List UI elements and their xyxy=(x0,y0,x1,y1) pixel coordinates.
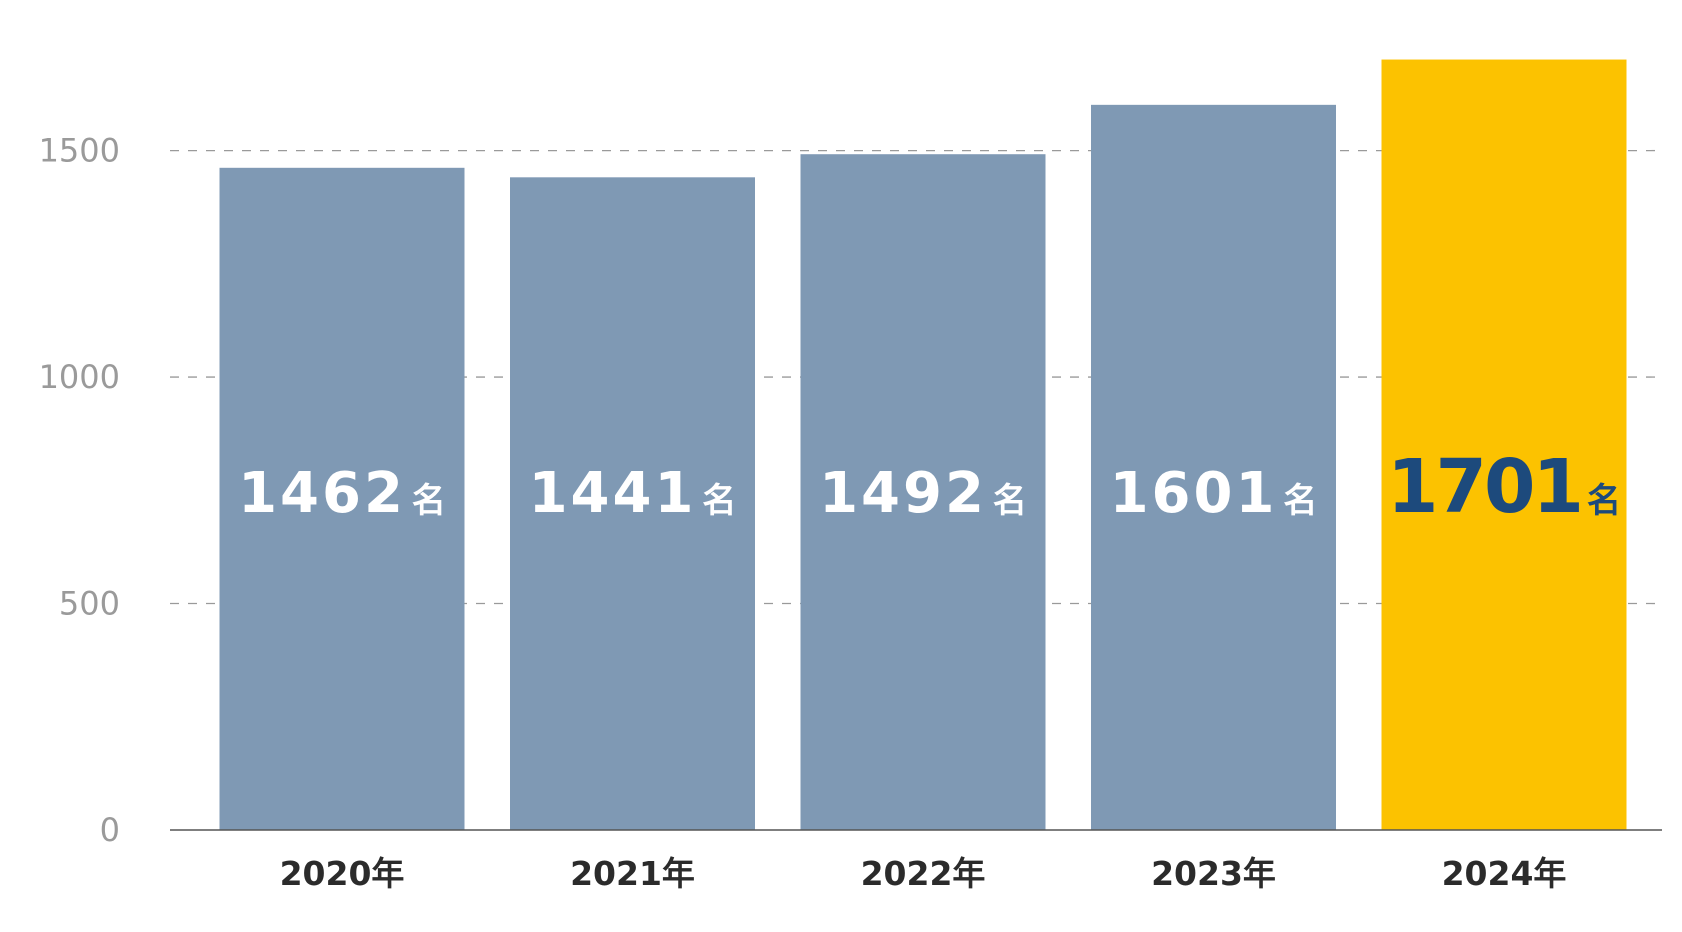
y-tick-label: 1000 xyxy=(39,358,120,396)
bar-2020年 xyxy=(219,167,465,831)
bars-layer xyxy=(219,59,1627,831)
y-tick-label: 500 xyxy=(59,585,120,623)
x-tick-label: 2020年 xyxy=(280,854,405,893)
x-tick-label: 2022年 xyxy=(861,854,986,893)
bar-2024年 xyxy=(1381,59,1627,830)
bar-value-label: 1492 名 xyxy=(819,461,1027,526)
bar-value-label: 1701 名 xyxy=(1387,444,1621,530)
labels-layer: 0 500 1000 1500 1462 名 2020年 1441 名 2021年 1492 名 202… xyxy=(39,132,1621,893)
bar-value-label: 1601 名 xyxy=(1110,461,1318,526)
bar-value-label: 1462 名 xyxy=(238,461,446,526)
x-tick-label: 2023年 xyxy=(1151,854,1276,893)
y-tick-label: 1500 xyxy=(39,132,120,170)
bar-2023年 xyxy=(1091,104,1336,830)
x-tick-label: 2024年 xyxy=(1442,854,1567,893)
bar-2021年 xyxy=(510,177,755,830)
y-tick-label: 0 xyxy=(100,811,120,849)
bar-value-label: 1441 名 xyxy=(529,461,737,526)
bar-2022年 xyxy=(800,154,1046,830)
x-tick-label: 2021年 xyxy=(570,854,695,893)
